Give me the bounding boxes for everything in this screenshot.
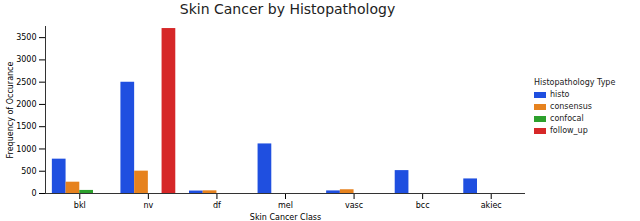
- svg-text:mel: mel: [278, 201, 293, 210]
- svg-text:vasc: vasc: [345, 201, 363, 210]
- svg-text:3500: 3500: [16, 33, 36, 42]
- svg-text:2500: 2500: [16, 78, 36, 87]
- svg-text:bkl: bkl: [74, 201, 86, 210]
- svg-text:bcc: bcc: [416, 201, 430, 210]
- svg-text:Skin Cancer Class: Skin Cancer Class: [250, 213, 321, 221]
- svg-text:1500: 1500: [16, 122, 36, 131]
- svg-text:2000: 2000: [16, 100, 36, 109]
- html-text:confocal: confocal: [550, 114, 584, 123]
- html-text:histo: histo: [550, 90, 570, 99]
- svg-text:nv: nv: [143, 201, 153, 210]
- html-text:consensus: consensus: [550, 102, 592, 111]
- svg-text:Frequency of Occurance: Frequency of Occurance: [6, 61, 15, 158]
- html-text:Skin Cancer by Histopathology: Skin Cancer by Histopathology: [179, 1, 396, 17]
- html-text:Histopathology Type: Histopathology Type: [534, 78, 616, 87]
- svg-text:akiec: akiec: [481, 201, 502, 210]
- svg-text:3000: 3000: [16, 55, 36, 64]
- html-text:follow_up: follow_up: [550, 126, 588, 135]
- svg-text:1000: 1000: [16, 145, 36, 154]
- svg-text:500: 500: [21, 167, 36, 176]
- svg-text:df: df: [213, 201, 221, 210]
- svg-text:0: 0: [31, 189, 36, 198]
